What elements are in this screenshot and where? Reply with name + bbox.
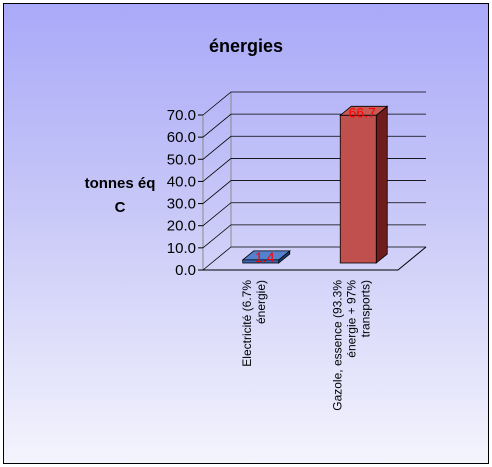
gridline [202,224,426,249]
data-labels: 1.4 66.7 [255,104,376,265]
gridline [202,158,426,182]
category-label: Gazole, essence (93.3% énergie + 97% trans… [330,280,372,411]
floor-outline [203,246,427,271]
y-axis-label: tonnes éq C [70,172,170,220]
bar-1 [241,250,291,264]
y-tick-label: 10.0 [167,240,196,257]
category-label-line: transports) [358,280,372,337]
bars [241,105,389,264]
y-tick-label: 0.0 [175,262,196,279]
chart-walls [202,92,427,271]
category-label-line: Electricité (6.7% [240,280,254,367]
y-tick-label: 60.0 [167,129,196,146]
chart-area: énergies tonnes éq C [3,3,489,464]
bar-2 [339,105,389,264]
bar-front [242,259,280,264]
gridline [202,202,426,227]
bar-side [375,105,388,264]
data-label: 66.7 [349,104,376,120]
y-tick-label: 70.0 [167,107,196,124]
category-label-line: énergie) [254,280,268,324]
gridline [202,113,426,138]
category-label-line: énergie + 97% [344,280,358,358]
y-tick-label: 40.0 [167,173,196,190]
y-tick-label: 50.0 [167,151,196,168]
chart-title: énergies [208,36,284,56]
category-label: Electricité (6.7% énergie) [240,280,268,367]
category-labels: Electricité (6.7% énergie) Gazole, essence… [240,280,373,411]
y-axis-label-line-2: C [114,199,126,216]
data-label: 1.4 [255,249,275,265]
bar-front [339,114,377,264]
gridline [202,135,426,160]
gridline [202,91,426,116]
y-tick-label: 20.0 [167,218,196,235]
gridline [202,246,426,271]
category-label-line: Gazole, essence (93.3% [330,280,344,411]
gridline [202,180,426,204]
gridlines [202,91,426,271]
y-axis-label-line-1: tonnes éq [84,175,156,192]
y-tick-label: 30.0 [167,196,196,213]
y-tick-labels: 0.0 10.0 20.0 30.0 40.0 50.0 60.0 70.0 [167,107,203,279]
